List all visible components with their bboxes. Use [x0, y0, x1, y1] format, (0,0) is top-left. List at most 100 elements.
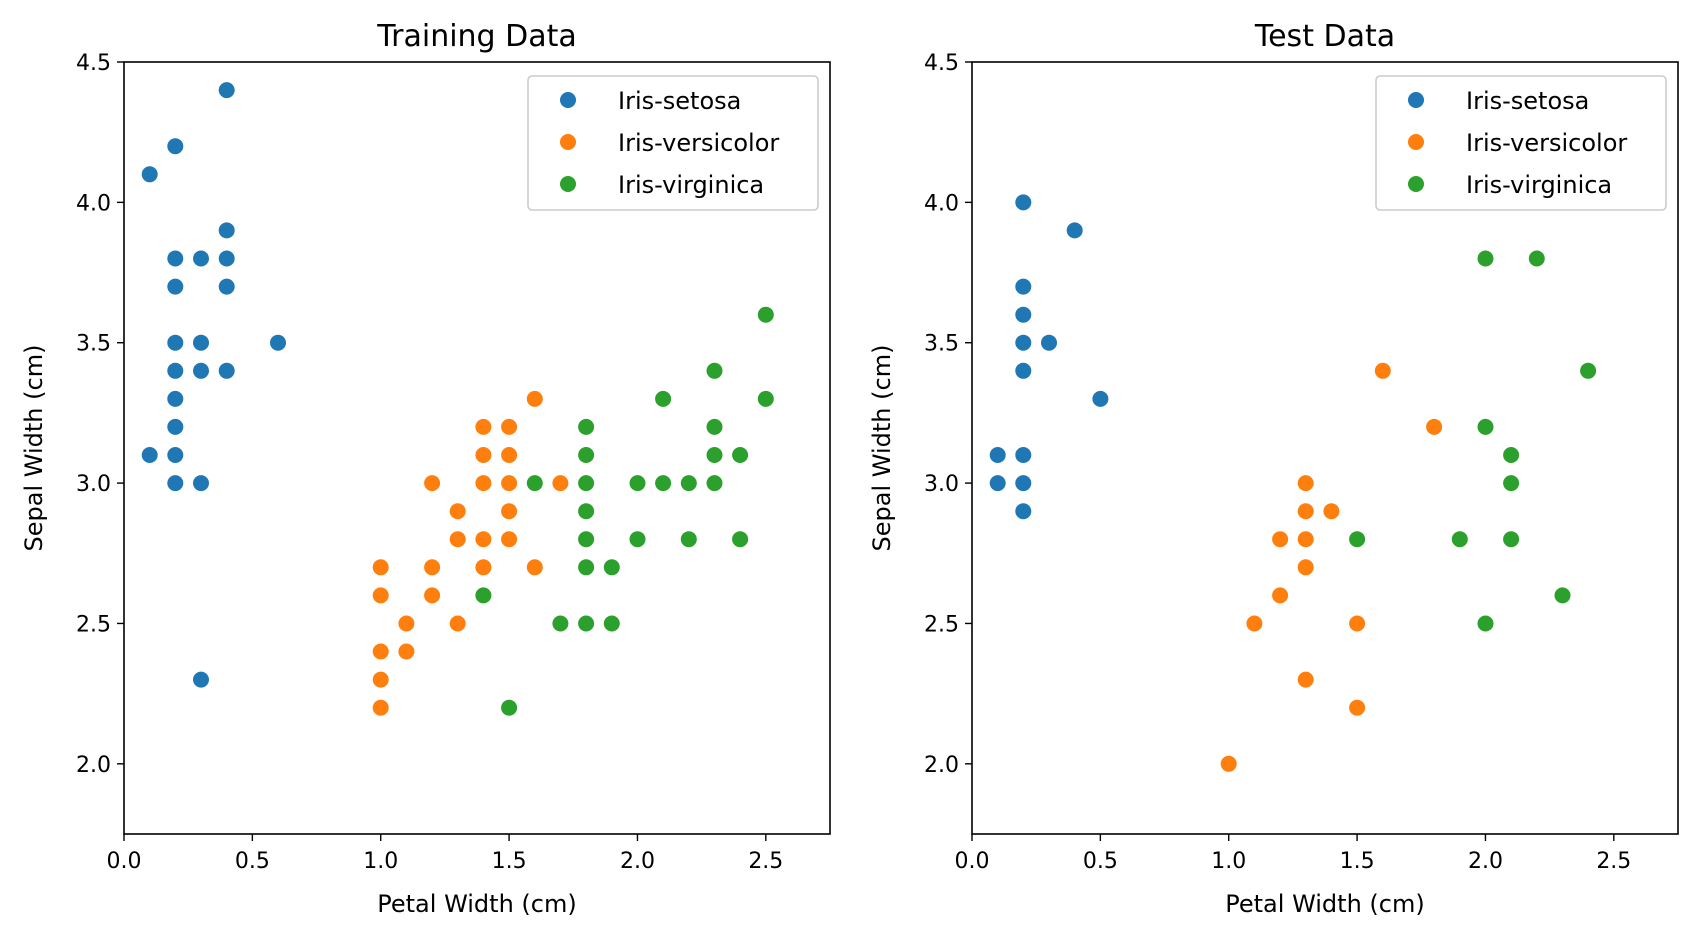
data-point-iris-versicolor: [475, 418, 492, 435]
data-point-iris-setosa: [1015, 194, 1032, 211]
chart-title: Test Data: [1254, 19, 1395, 54]
data-point-iris-versicolor: [1220, 755, 1237, 772]
data-point-iris-virginica: [1503, 475, 1520, 492]
legend-label: Iris-versicolor: [618, 129, 779, 157]
data-point-iris-virginica: [706, 447, 723, 463]
data-point-iris-versicolor: [501, 447, 518, 463]
data-point-iris-versicolor: [501, 418, 518, 435]
data-point-iris-versicolor: [1272, 587, 1289, 604]
data-point-iris-virginica: [603, 559, 620, 576]
data-point-iris-virginica: [578, 559, 595, 576]
data-point-iris-versicolor: [1297, 531, 1314, 548]
x-tick-label: 2.5: [748, 849, 783, 874]
legend-label: Iris-virginica: [618, 171, 764, 199]
legend-marker: [1408, 134, 1424, 150]
data-point-iris-virginica: [475, 587, 492, 604]
y-tick-label: 2.0: [924, 753, 959, 778]
x-tick-label: 2.0: [620, 849, 655, 874]
x-tick-label: 1.0: [1211, 849, 1246, 874]
x-tick-label: 1.0: [363, 849, 398, 874]
data-point-iris-setosa: [1066, 222, 1083, 239]
legend-marker: [560, 134, 576, 150]
y-tick-label: 2.0: [76, 753, 111, 778]
legend-label: Iris-setosa: [618, 87, 741, 115]
data-point-iris-setosa: [1015, 475, 1032, 492]
data-point-iris-setosa: [193, 475, 209, 492]
data-points: [989, 194, 1597, 772]
legend-label: Iris-virginica: [1466, 171, 1612, 199]
data-point-iris-versicolor: [526, 559, 543, 576]
data-point-iris-versicolor: [1323, 503, 1340, 520]
x-tick-label: 0.5: [235, 849, 270, 874]
data-point-iris-setosa: [141, 447, 158, 463]
legend-marker: [560, 92, 576, 108]
y-tick-label: 4.0: [76, 191, 111, 216]
data-point-iris-versicolor: [526, 390, 543, 407]
y-axis-label: Sepal Width (cm): [20, 345, 48, 552]
data-point-iris-virginica: [655, 390, 672, 407]
data-point-iris-versicolor: [449, 503, 466, 520]
data-point-iris-setosa: [1041, 334, 1057, 351]
data-points: [141, 82, 774, 716]
data-point-iris-setosa: [167, 418, 184, 435]
data-point-iris-versicolor: [1297, 559, 1314, 576]
x-axis-label: Petal Width (cm): [377, 890, 576, 918]
data-point-iris-setosa: [218, 362, 235, 379]
data-point-iris-versicolor: [372, 671, 389, 688]
data-point-iris-versicolor: [372, 643, 389, 660]
data-point-iris-virginica: [1580, 362, 1597, 379]
legend: Iris-setosa Iris-versicolor Iris-virginica: [527, 75, 819, 211]
data-point-iris-setosa: [1015, 278, 1032, 295]
data-point-iris-versicolor: [1349, 699, 1366, 716]
legend-marker: [560, 176, 576, 192]
y-tick-label: 3.5: [924, 332, 959, 357]
data-point-iris-setosa: [218, 250, 235, 267]
data-point-iris-virginica: [757, 306, 774, 323]
y-tick-label: 4.5: [76, 51, 111, 76]
data-point-iris-setosa: [1015, 447, 1032, 463]
subplot-2: 0.0 0.5 1.0 1.5 2.0 2.5 2.0 2.5 3.0 3.5 4.0 4.5 Test…: [868, 19, 1679, 918]
data-point-iris-setosa: [1015, 334, 1032, 351]
x-tick-label: 2.5: [1596, 849, 1631, 874]
data-point-iris-virginica: [629, 475, 646, 492]
x-tick-label: 1.5: [1340, 849, 1375, 874]
data-point-iris-virginica: [1503, 531, 1520, 548]
data-point-iris-versicolor: [1374, 362, 1391, 379]
data-point-iris-versicolor: [501, 503, 518, 520]
legend-label: Iris-setosa: [1466, 87, 1589, 115]
y-tick-label: 3.5: [76, 332, 111, 357]
data-point-iris-setosa: [1015, 503, 1032, 520]
data-point-iris-versicolor: [424, 587, 441, 604]
data-point-iris-setosa: [218, 278, 235, 295]
data-point-iris-versicolor: [1349, 615, 1366, 632]
data-point-iris-virginica: [578, 615, 595, 632]
legend-marker: [1408, 176, 1424, 192]
data-point-iris-setosa: [1015, 362, 1032, 379]
data-point-iris-virginica: [1477, 250, 1494, 267]
data-point-iris-virginica: [578, 531, 595, 548]
data-point-iris-versicolor: [1426, 418, 1443, 435]
x-axis-label: Petal Width (cm): [1225, 890, 1424, 918]
data-point-iris-virginica: [1349, 531, 1366, 548]
data-point-iris-virginica: [1528, 250, 1545, 267]
data-point-iris-virginica: [732, 531, 749, 548]
data-point-iris-virginica: [629, 531, 646, 548]
data-point-iris-versicolor: [372, 699, 389, 716]
chart-title: Training Data: [376, 19, 577, 54]
data-point-iris-virginica: [578, 418, 595, 435]
data-point-iris-setosa: [193, 362, 209, 379]
x-tick-label: 1.5: [492, 849, 527, 874]
y-tick-label: 4.5: [924, 51, 959, 76]
data-point-iris-versicolor: [501, 475, 518, 492]
data-point-iris-versicolor: [475, 531, 492, 548]
data-point-iris-setosa: [193, 334, 209, 351]
legend: Iris-setosa Iris-versicolor Iris-virginica: [1375, 75, 1667, 211]
data-point-iris-versicolor: [501, 531, 518, 548]
data-point-iris-virginica: [706, 418, 723, 435]
data-point-iris-versicolor: [475, 475, 492, 492]
data-point-iris-virginica: [526, 475, 543, 492]
data-point-iris-virginica: [1503, 447, 1520, 463]
data-point-iris-setosa: [218, 82, 235, 99]
data-point-iris-versicolor: [372, 559, 389, 576]
